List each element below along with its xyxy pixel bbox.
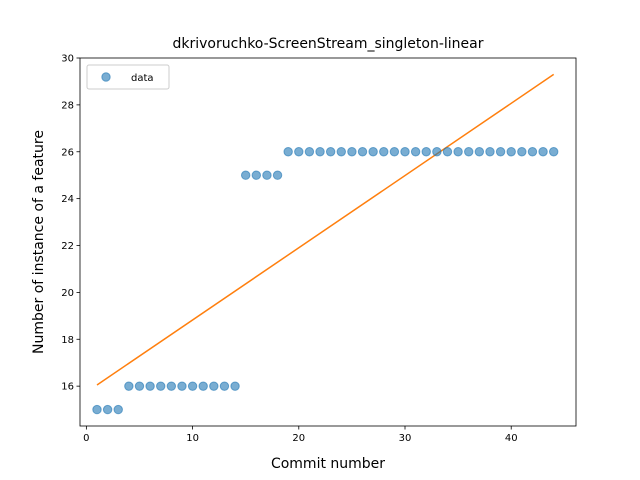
data-point xyxy=(538,147,548,157)
data-point xyxy=(187,381,198,391)
data-point xyxy=(251,170,262,180)
data-point xyxy=(410,147,421,157)
data-point xyxy=(283,147,293,157)
data-point xyxy=(336,147,346,157)
y-tick-label: 18 xyxy=(61,335,74,346)
data-point xyxy=(368,147,378,157)
data-point xyxy=(102,404,113,415)
data-point xyxy=(357,147,368,157)
data-point xyxy=(400,147,410,157)
data-point xyxy=(294,147,304,157)
data-point xyxy=(304,147,315,157)
legend: data xyxy=(86,64,170,90)
y-tick-label: 24 xyxy=(61,194,74,205)
legend-box xyxy=(86,64,170,90)
data-point xyxy=(113,404,123,415)
data-point xyxy=(240,170,251,180)
data-point xyxy=(517,147,527,157)
data-point xyxy=(485,147,495,157)
y-tick-label: 22 xyxy=(61,241,74,252)
fit-line xyxy=(96,73,555,386)
y-tick-label: 26 xyxy=(61,147,74,158)
data-point xyxy=(442,147,453,157)
data-point xyxy=(527,147,538,157)
data-point xyxy=(198,381,208,391)
y-tick-label: 30 xyxy=(61,54,74,65)
data-point xyxy=(209,381,219,391)
x-tick-label: 10 xyxy=(186,433,199,444)
y-tick-label: 16 xyxy=(61,382,74,393)
data-point xyxy=(134,381,145,391)
data-point xyxy=(156,381,166,391)
data-point xyxy=(315,147,325,157)
chart-title: dkrivoruchko-ScreenStream_singleton-line… xyxy=(173,36,484,52)
legend-marker xyxy=(101,72,111,82)
data-point xyxy=(379,147,389,157)
data-point xyxy=(389,147,400,157)
data-point xyxy=(145,381,155,391)
data-point xyxy=(464,147,474,157)
data-point xyxy=(230,381,240,391)
data-point xyxy=(124,381,134,391)
x-tick-label: 30 xyxy=(399,433,412,444)
x-tick-label: 20 xyxy=(292,433,305,444)
x-tick-label: 0 xyxy=(83,433,89,444)
legend-label: data xyxy=(131,73,154,84)
axes-frame xyxy=(79,57,577,427)
data-point xyxy=(92,404,102,415)
data-point xyxy=(166,381,177,391)
data-point xyxy=(272,170,283,180)
y-axis-label: Number of instance of a feature xyxy=(31,130,47,354)
axes: 0 10 20 30 40 16 18 20 22 24 26 28 30 xyxy=(61,54,577,444)
data-point xyxy=(177,381,187,391)
data-point xyxy=(495,147,506,157)
data-point xyxy=(325,147,336,157)
data-point xyxy=(432,147,442,157)
x-tick-label: 40 xyxy=(505,433,518,444)
data-point xyxy=(421,147,431,157)
y-tick-label: 20 xyxy=(61,288,74,299)
data-point xyxy=(474,147,485,157)
plot-area xyxy=(92,73,559,415)
data-point xyxy=(347,147,357,157)
data-point xyxy=(548,147,559,157)
x-axis-label: Commit number xyxy=(271,456,385,472)
data-point xyxy=(219,381,230,391)
y-tick-label: 28 xyxy=(61,100,74,111)
data-point xyxy=(453,147,463,157)
data-point xyxy=(506,147,516,157)
data-point xyxy=(262,170,272,180)
